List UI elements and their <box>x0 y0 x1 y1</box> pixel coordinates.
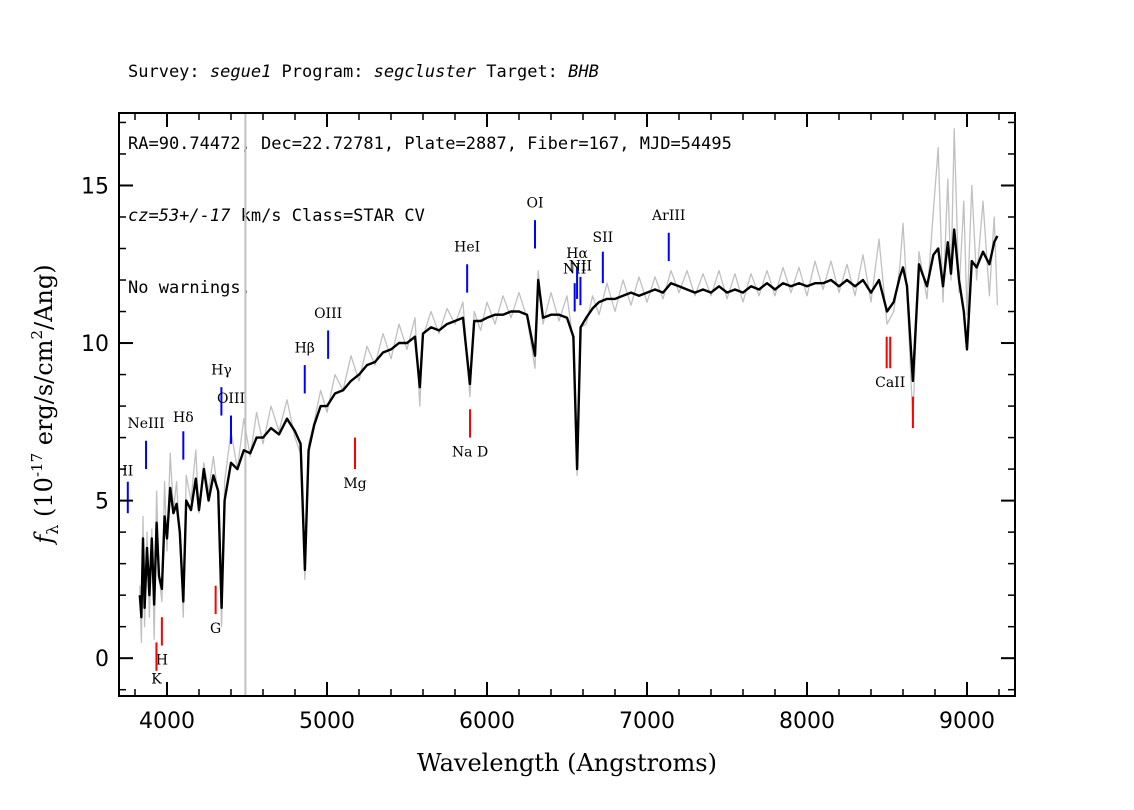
header-line-redshift: cz=53+/-17 km/s Class=STAR CV <box>128 204 732 228</box>
spectral-line-label: OI <box>526 196 543 212</box>
spectral-line-label: SII <box>593 230 614 246</box>
spectral-line-label: OIII <box>314 306 342 322</box>
y-tick-label: 15 <box>81 174 109 199</box>
header-line-survey: Survey: segue1 Program: segcluster Targe… <box>128 60 732 84</box>
cz-class: km/s Class=STAR CV <box>230 206 425 226</box>
x-tick-label: 4000 <box>139 709 195 734</box>
spectral-line-label: Hδ <box>173 410 194 426</box>
spectral-line-label: Hγ <box>211 363 232 379</box>
plot-frame <box>118 112 1016 697</box>
spectral-line-label: Hβ <box>295 341 315 357</box>
target-label: Target: <box>476 62 569 82</box>
x-tick-label: 6000 <box>459 709 515 734</box>
spectral-line-label: II <box>122 463 133 479</box>
x-tick-label: 5000 <box>299 709 355 734</box>
spectral-line-label: H <box>156 652 168 668</box>
x-tick-label: 7000 <box>619 709 675 734</box>
x-tick-label: 8000 <box>779 709 835 734</box>
survey-value: segue1 <box>209 62 272 82</box>
spectral-line-label: NII <box>569 259 592 275</box>
model-spectrum-line <box>138 228 999 619</box>
spectral-line-label: Mg <box>343 476 366 492</box>
cz-value: cz=53+/-17 <box>128 206 231 226</box>
spectral-line-label: K <box>151 671 162 687</box>
survey-label: Survey: <box>128 62 210 82</box>
y-tick-label: 0 <box>95 647 109 672</box>
spectral-line-label: G <box>210 621 221 637</box>
spectrum-header: Survey: segue1 Program: segcluster Targe… <box>128 12 732 324</box>
y-tick-label: 5 <box>95 490 109 515</box>
spectral-line-label: ArIII <box>651 208 685 224</box>
x-tick-label: 9000 <box>939 709 995 734</box>
spectral-line-label: Hα <box>566 246 588 262</box>
x-axis-title: Wavelength (Angstroms) <box>417 749 717 777</box>
spectral-line-label: Na D <box>452 444 488 460</box>
y-tick-label: 10 <box>81 332 109 357</box>
flux-spectrum-line <box>139 128 999 644</box>
spectral-line-label: CaII <box>875 375 905 391</box>
target-value: BHB <box>568 62 599 82</box>
program-value: segcluster <box>373 62 477 82</box>
y-axis-title: fλ (10-17 erg/s/cm2/Ang) <box>28 264 62 545</box>
header-line-coordinates: RA=90.74472, Dec=22.72781, Plate=2887, F… <box>128 134 732 154</box>
header-line-warnings: No warnings. <box>128 278 251 298</box>
spectral-line-label: OIII <box>217 391 245 407</box>
spectral-line-label: NII <box>563 262 586 278</box>
spectral-line-label: NeIII <box>127 416 164 432</box>
program-label: Program: <box>271 62 374 82</box>
spectral-line-label: HeI <box>454 240 480 256</box>
